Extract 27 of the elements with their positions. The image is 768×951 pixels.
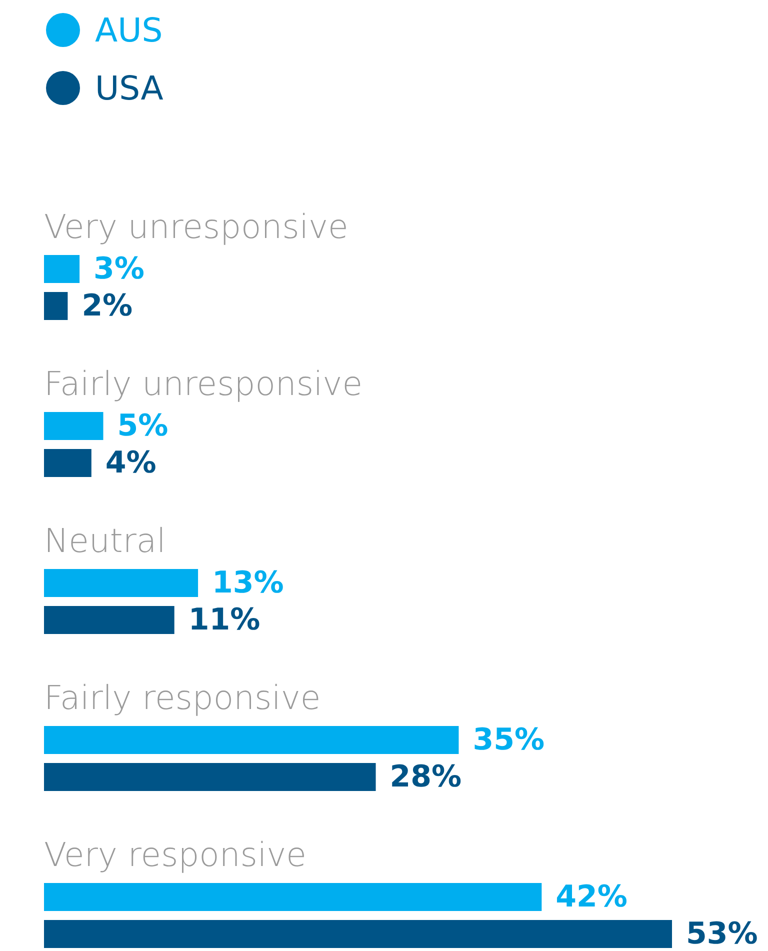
legend-label: USA [95, 68, 164, 108]
bar [44, 449, 92, 477]
y-tick-label: Fairly responsive [44, 678, 321, 717]
data-label: 11% [188, 602, 260, 638]
y-tick-label: Neutral [44, 521, 166, 560]
bar [44, 292, 68, 320]
data-label: 42% [556, 880, 628, 914]
data-label: 28% [390, 760, 462, 794]
bar [44, 883, 542, 911]
bar [44, 412, 104, 440]
data-label: 4% [105, 446, 156, 480]
bar [44, 255, 80, 283]
y-tick-label: Very responsive [44, 835, 306, 874]
bar [44, 569, 198, 597]
legend-label: AUS [95, 10, 163, 50]
bar [44, 606, 174, 634]
y-tick-label: Fairly unresponsive [44, 364, 363, 403]
bar [44, 763, 376, 791]
bar [44, 726, 459, 754]
data-label: 53% [686, 916, 758, 951]
y-tick-label: Very unresponsive [44, 207, 348, 246]
bar [44, 920, 672, 948]
data-label: 5% [117, 408, 168, 444]
data-label: 35% [472, 722, 545, 758]
data-label: 3% [94, 252, 144, 286]
data-label: 2% [82, 288, 133, 324]
data-label: 13% [212, 566, 284, 600]
